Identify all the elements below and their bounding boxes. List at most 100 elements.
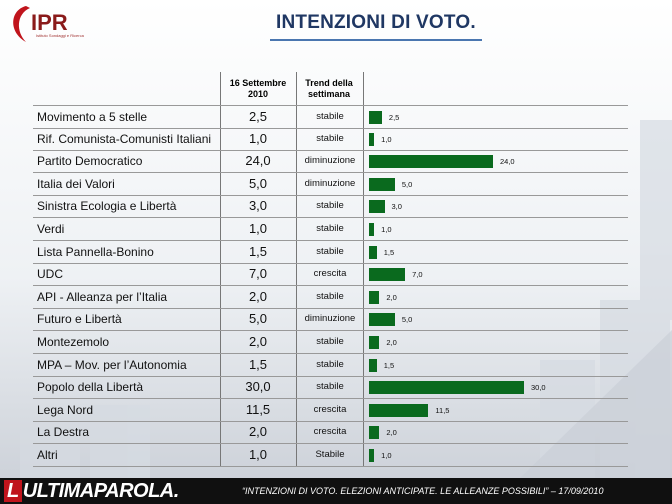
bar — [369, 290, 380, 304]
vote-value: 2,0 — [248, 424, 268, 440]
table-row: Movimento a 5 stelle 2,5 stabile 2,5 — [33, 105, 628, 129]
footer-bar — [0, 478, 672, 504]
column-divider — [363, 72, 364, 467]
trend-value: stabile — [316, 111, 344, 122]
table-row: Futuro e Libertà 5,0 diminuzione 5,0 — [33, 308, 628, 332]
vote-value: 30,0 — [245, 379, 271, 395]
party-name: Popolo della Libertà — [37, 380, 144, 395]
vote-value: 1,0 — [248, 221, 268, 236]
bar-label: 11,5 — [435, 405, 450, 415]
party-name: Rif. Comunista-Comunisti Italiani — [37, 131, 212, 146]
column-divider — [220, 72, 221, 467]
table-row: Montezemolo 2,0 stabile 2,0 — [33, 331, 628, 354]
trend-value: stabile — [316, 336, 344, 347]
trend-value: diminuzione — [304, 177, 356, 189]
party-name: Italia dei Valori — [37, 176, 115, 191]
party-name: Verdi — [37, 222, 65, 236]
table-row: API - Alleanza per l’Italia 2,0 stabile 2,0 — [33, 286, 628, 309]
party-name: La Destra — [37, 425, 90, 440]
table-row: Sinistra Ecologia e Libertà 3,0 stabile 3,0 — [33, 195, 628, 219]
trend-value: stabile — [316, 381, 344, 393]
vote-value: 24,0 — [245, 153, 271, 169]
party-name: Lega Nord — [37, 402, 94, 417]
bar-label: 5,0 — [401, 315, 413, 325]
table-row: MPA – Mov. per l’Autonomia 1,5 stabile 1,5 — [33, 354, 628, 377]
bar-label: 1,0 — [381, 225, 392, 234]
trend-value: crescita — [313, 268, 347, 280]
table-row: Rif. Comunista-Comunisti Italiani 1,0 stab… — [33, 128, 628, 151]
bar — [369, 426, 380, 440]
trend-value: stabile — [316, 245, 344, 257]
vote-value: 2,0 — [248, 334, 268, 349]
vote-value: 2,5 — [248, 109, 268, 124]
bar — [369, 403, 429, 417]
party-name: Altri — [37, 448, 58, 462]
party-name: Sinistra Ecologia e Libertà — [37, 199, 177, 214]
bar-label: 1,0 — [381, 134, 392, 144]
bar — [369, 358, 377, 372]
bar — [369, 200, 385, 214]
brand-logo: L ULTIMAPAROLA. — [4, 480, 179, 502]
trend-value: diminuzione — [304, 313, 356, 325]
table-row: Lega Nord 11,5 crescita 11,5 — [33, 399, 628, 422]
table-row: La Destra 2,0 crescita 2,0 — [33, 421, 628, 445]
table-row: Italia dei Valori 5,0 diminuzione 5,0 — [33, 173, 628, 196]
party-name: MPA – Mov. per l’Autonomia — [37, 357, 187, 372]
vote-value: 3,0 — [248, 198, 268, 214]
vote-value: 5,0 — [248, 175, 268, 191]
party-name: API - Alleanza per l’Italia — [37, 289, 168, 304]
table-row: Popolo della Libertà 30,0 stabile 30,0 — [33, 376, 628, 400]
bar-label: 3,0 — [391, 202, 402, 212]
trend-value: stabile — [316, 132, 344, 144]
vote-value: 1,0 — [248, 130, 268, 146]
trend-value: crescita — [313, 426, 347, 438]
table-row: UDC 7,0 crescita 7,0 — [33, 263, 628, 287]
logo-tagline: Istituto Sondaggi e Ricerca — [36, 33, 84, 38]
trend-value: stabile — [316, 290, 344, 302]
trend-value: stabile — [316, 358, 344, 370]
logo-swoosh-icon: IPR — [13, 6, 68, 42]
bar-label: 7,0 — [412, 270, 423, 280]
party-name: Partito Democratico — [37, 154, 143, 169]
vote-value: 5,0 — [248, 311, 268, 327]
vote-value: 1,5 — [248, 356, 268, 372]
ipr-logo: IPR Istituto Sondaggi e Ricerca — [4, 2, 92, 48]
bar-label: 2,0 — [386, 338, 397, 347]
bar — [369, 223, 375, 236]
bar — [369, 268, 406, 282]
bar-label: 2,0 — [386, 428, 397, 438]
bar — [369, 132, 375, 146]
bar-label: 1,0 — [381, 451, 392, 460]
bar-label: 2,5 — [388, 113, 400, 122]
column-header-trend: Trend della settimana — [305, 78, 353, 99]
vote-value: 2,0 — [248, 288, 268, 304]
logo-text: IPR — [31, 10, 68, 35]
vote-value: 11,5 — [245, 401, 271, 417]
trend-value: crescita — [313, 403, 347, 415]
bar — [369, 336, 380, 349]
table-row: Verdi 1,0 stabile 1,0 — [33, 218, 628, 241]
trend-value: Stabile — [315, 449, 345, 460]
table-row: Lista Pannella-Bonino 1,5 stabile 1,5 — [33, 241, 628, 264]
page-title: INTENZIONI DI VOTO. — [276, 12, 476, 33]
bar — [369, 155, 493, 169]
bar — [369, 381, 524, 395]
bar-label: 2,0 — [386, 292, 397, 302]
bar-label: 1,5 — [383, 247, 395, 257]
party-name: Movimento a 5 stelle — [37, 110, 148, 124]
party-name: Futuro e Libertà — [37, 312, 122, 327]
bar — [369, 177, 395, 191]
bar-label: 24,0 — [500, 157, 515, 167]
footer-caption: “INTENZIONI DI VOTO. ELEZIONI ANTICIPATE… — [242, 486, 604, 496]
trend-value: stabile — [316, 200, 344, 212]
party-name: Lista Pannella-Bonino — [37, 244, 154, 259]
bar — [369, 245, 377, 259]
bar-label: 30,0 — [531, 383, 546, 393]
column-header-date: 16 Settembre 2010 — [229, 78, 287, 99]
vote-value: 1,0 — [248, 447, 268, 462]
party-name: UDC — [37, 267, 63, 282]
bar-label: 1,5 — [383, 360, 395, 370]
title-underline — [270, 39, 482, 41]
party-name: Montezemolo — [37, 335, 110, 349]
